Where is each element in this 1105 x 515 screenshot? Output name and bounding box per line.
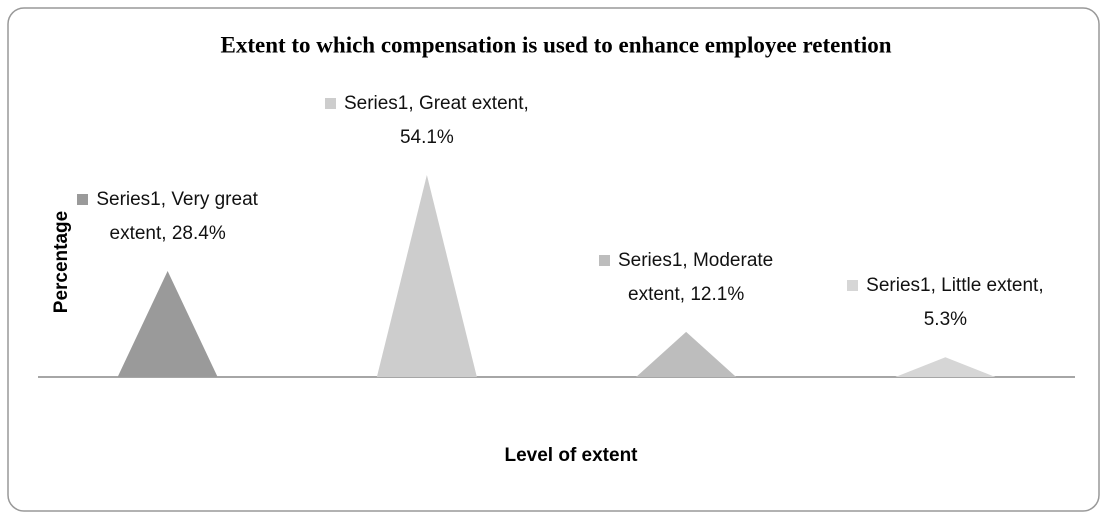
series-name: Series1 [866, 275, 931, 297]
value-label: 54.1% [399, 127, 454, 149]
chart-frame [7, 7, 1100, 512]
bar [117, 270, 218, 377]
data-label: Series1, Little extent, 5.3% [840, 269, 1050, 337]
y-axis-title: Percentage [51, 211, 72, 313]
legend-key [847, 280, 859, 292]
category-label: Little extent [941, 275, 1039, 297]
series-name: Series1 [96, 188, 161, 210]
value-label: 12.1% [690, 283, 745, 305]
legend-key [77, 193, 89, 205]
data-label-box: Series1, Very great extent, 28.4% [63, 183, 273, 251]
chart-title: Extent to which compensation is used to … [220, 32, 891, 57]
series-name: Series1 [617, 249, 683, 271]
data-label-box: Series1, Great extent, 54.1% [322, 87, 532, 155]
bar [376, 175, 477, 377]
x-axis-title: Level of extent [504, 445, 638, 466]
data-label: Series1, Moderate extent, 12.1% [581, 244, 791, 312]
bar [636, 331, 737, 377]
legend-key [598, 254, 610, 266]
data-label: Series1, Very great extent, 28.4% [63, 183, 273, 251]
bar [895, 357, 996, 377]
category-label: Very great extent [109, 188, 258, 244]
category-label: Moderate extent [628, 249, 774, 305]
data-label-box: Series1, Moderate extent, 12.1% [581, 244, 791, 312]
value-label: 5.3% [923, 309, 968, 331]
value-label: 28.4% [171, 222, 226, 244]
data-label: Series1, Great extent, 54.1% [322, 87, 532, 155]
series-name: Series1 [343, 93, 409, 115]
data-label-box: Series1, Little extent, 5.3% [840, 269, 1050, 337]
legend-key [324, 98, 336, 110]
category-label: Great extent [418, 93, 524, 115]
